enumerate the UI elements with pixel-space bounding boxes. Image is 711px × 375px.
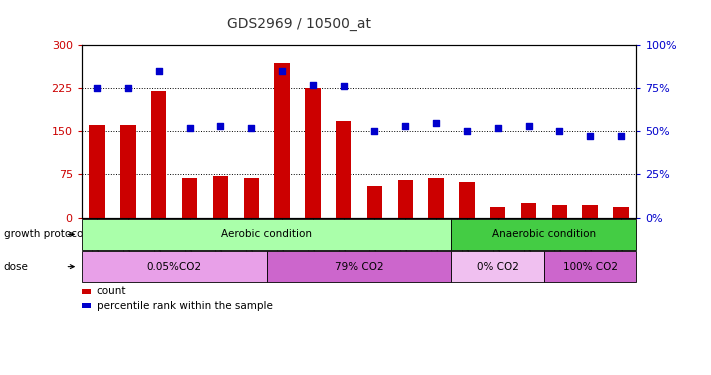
Text: count: count bbox=[97, 286, 126, 296]
Point bbox=[338, 83, 349, 89]
Point bbox=[492, 125, 503, 131]
Point bbox=[584, 134, 596, 140]
Point bbox=[245, 125, 257, 131]
Point bbox=[184, 125, 196, 131]
Point bbox=[153, 68, 164, 74]
Bar bbox=[213, 176, 228, 218]
Bar bbox=[520, 203, 536, 217]
Text: 79% CO2: 79% CO2 bbox=[335, 262, 383, 272]
Point bbox=[615, 134, 626, 140]
Bar bbox=[274, 63, 290, 217]
Bar bbox=[151, 91, 166, 218]
Point bbox=[122, 85, 134, 91]
Bar bbox=[367, 186, 383, 218]
Bar bbox=[244, 178, 259, 218]
Text: dose: dose bbox=[4, 262, 28, 272]
Text: growth protocol: growth protocol bbox=[4, 230, 86, 239]
Point bbox=[215, 123, 226, 129]
Bar bbox=[613, 207, 629, 218]
Bar bbox=[490, 207, 506, 218]
Text: Anaerobic condition: Anaerobic condition bbox=[492, 230, 596, 239]
Text: 0.05%CO2: 0.05%CO2 bbox=[146, 262, 202, 272]
Point bbox=[461, 128, 473, 134]
Text: percentile rank within the sample: percentile rank within the sample bbox=[97, 301, 272, 310]
Bar bbox=[182, 178, 198, 218]
Text: Aerobic condition: Aerobic condition bbox=[221, 230, 312, 239]
Point bbox=[92, 85, 103, 91]
Point bbox=[430, 120, 442, 126]
Point bbox=[307, 82, 319, 88]
Text: GDS2969 / 10500_at: GDS2969 / 10500_at bbox=[227, 17, 370, 31]
Bar bbox=[552, 205, 567, 218]
Text: 0% CO2: 0% CO2 bbox=[477, 262, 518, 272]
Bar bbox=[336, 121, 351, 218]
Point bbox=[523, 123, 534, 129]
Point bbox=[554, 128, 565, 134]
Bar bbox=[305, 88, 321, 218]
Bar bbox=[397, 180, 413, 218]
Point bbox=[369, 128, 380, 134]
Text: 100% CO2: 100% CO2 bbox=[562, 262, 618, 272]
Bar bbox=[428, 178, 444, 218]
Bar bbox=[582, 205, 598, 218]
Point bbox=[277, 68, 288, 74]
Point bbox=[400, 123, 411, 129]
Bar bbox=[459, 182, 475, 218]
Bar bbox=[90, 126, 105, 218]
Bar bbox=[120, 126, 136, 218]
